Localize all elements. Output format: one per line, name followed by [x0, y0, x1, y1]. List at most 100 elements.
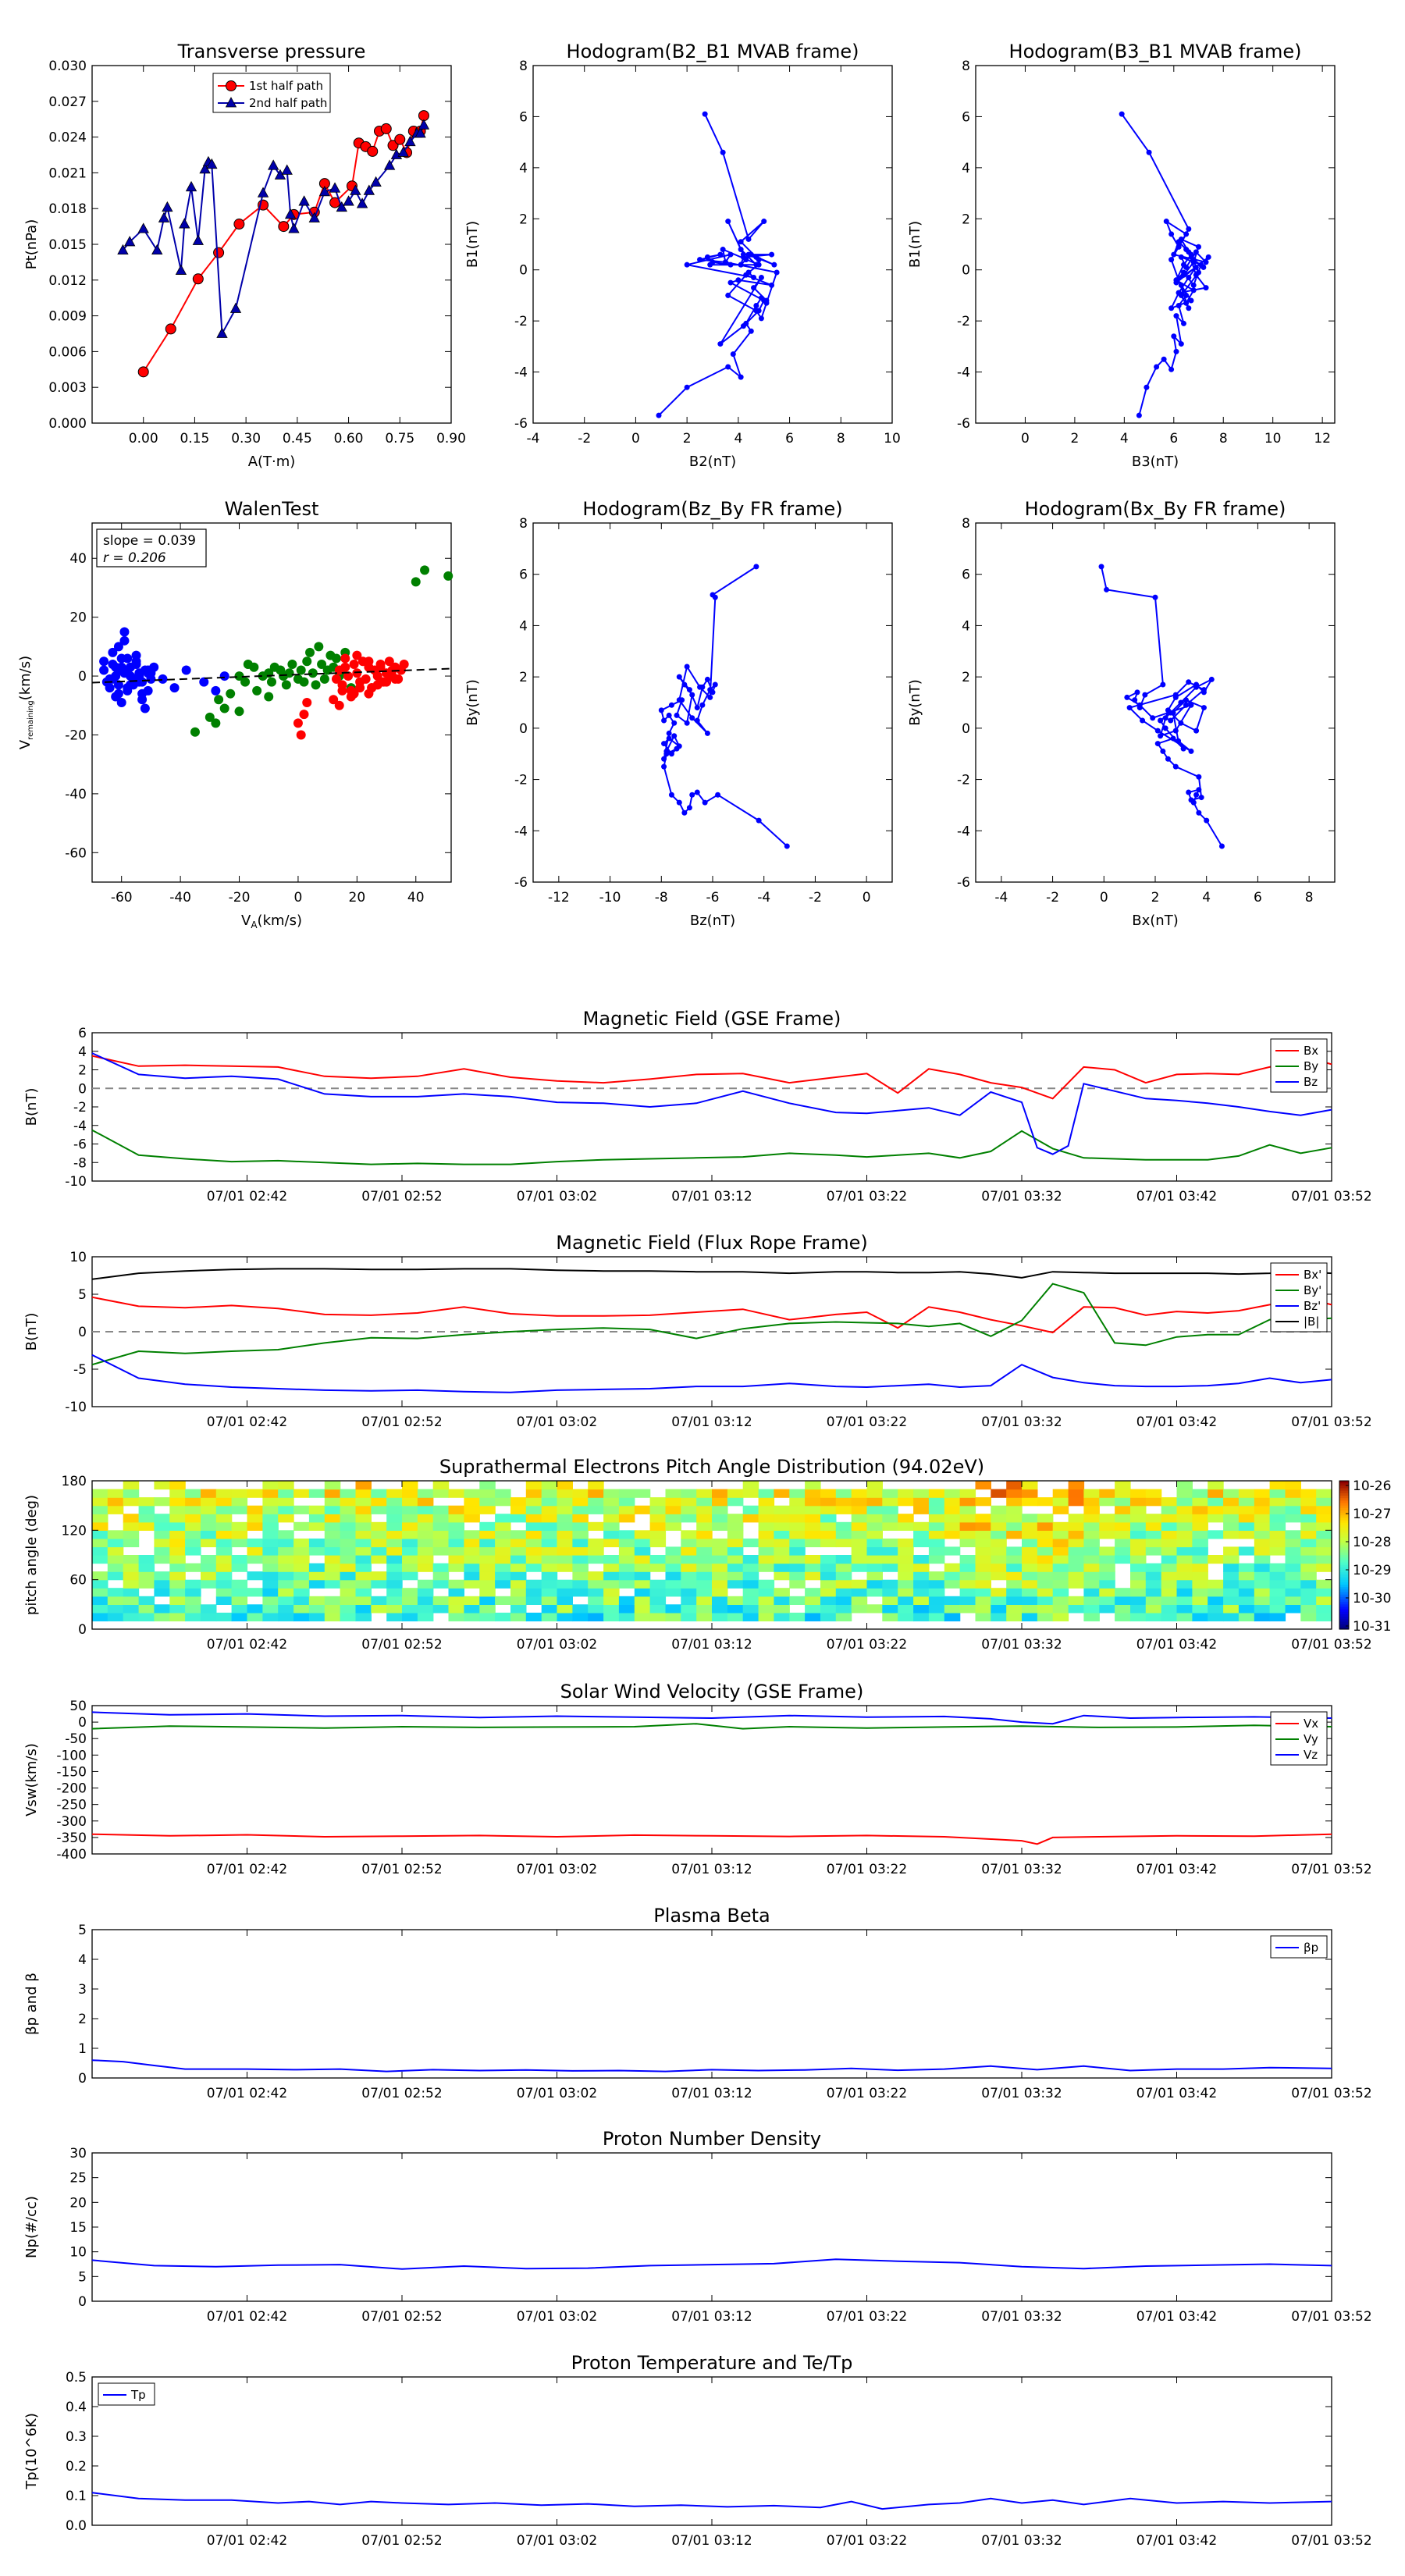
pt-series-line	[142, 115, 425, 372]
pad-heatmap-cell	[262, 1579, 279, 1589]
pad-heatmap-cell	[1192, 1588, 1208, 1597]
pad-heatmap-cell	[293, 1604, 310, 1614]
pad-heatmap-cell	[1300, 1497, 1317, 1507]
pad-heatmap-cell	[201, 1497, 217, 1507]
pad-heatmap-cell	[991, 1596, 1007, 1605]
walen-data-point	[240, 677, 251, 687]
pad-heatmap-cell	[479, 1546, 496, 1556]
walen-data-point	[314, 642, 324, 652]
mag_gse-ytick-label: -8	[73, 1155, 87, 1171]
pad-heatmap-cell	[541, 1497, 558, 1507]
pad-heatmap-cell	[1130, 1521, 1147, 1531]
walen-data-point	[219, 703, 229, 713]
pad-heatmap-cell	[308, 1571, 325, 1581]
h3-data-point	[668, 751, 674, 757]
mag_gse-chart: 07/01 02:42 07/01 02:52 07/01 03:02 07/01 0…	[23, 1008, 1372, 1204]
pad-heatmap-cell	[123, 1555, 140, 1564]
pad-heatmap-cell	[1238, 1571, 1255, 1581]
pad-heatmap-cell	[727, 1489, 744, 1498]
h3-xtick-label: -4	[757, 890, 770, 906]
pad-heatmap-cell	[928, 1555, 945, 1564]
np-ytick-label: 15	[69, 2220, 87, 2236]
pt-ytick-label: 0.027	[48, 94, 87, 110]
pad-heatmap-cell	[201, 1612, 217, 1622]
pad-heatmap-cell	[944, 1596, 961, 1605]
pad-heatmap-cell	[913, 1538, 930, 1548]
pad-heatmap-cell	[944, 1563, 961, 1572]
pad-heatmap-cell	[464, 1571, 480, 1581]
pad-heatmap-cell	[247, 1546, 263, 1556]
pad-heatmap-cell	[386, 1546, 403, 1556]
pad-heatmap-cell	[1145, 1497, 1162, 1507]
pad-heatmap-cell	[1238, 1505, 1255, 1514]
pad-heatmap-cell	[402, 1555, 418, 1564]
pad-heatmap-cell	[1037, 1563, 1054, 1572]
tp-xtick-label: 07/01 03:22	[827, 2533, 907, 2549]
pad-heatmap-cell	[510, 1579, 527, 1589]
pad-heatmap-cell	[1208, 1497, 1224, 1507]
h2-ytick-label: 8	[962, 59, 970, 74]
pad-heatmap-cell	[185, 1604, 201, 1614]
h2-data-point	[1136, 412, 1142, 418]
pad-heatmap-cell	[712, 1546, 728, 1556]
pad-colorbar-segment	[1339, 1517, 1349, 1521]
pad-heatmap-cell	[432, 1596, 450, 1605]
h3-data-point	[668, 702, 674, 708]
pad-heatmap-cell	[835, 1571, 852, 1581]
pad-heatmap-cell	[231, 1596, 248, 1605]
pad-heatmap-cell	[355, 1489, 372, 1498]
pad-heatmap-cell	[1115, 1612, 1131, 1622]
pad-heatmap-cell	[169, 1497, 186, 1507]
pad-heatmap-cell	[1145, 1489, 1162, 1498]
pad-heatmap-cell	[1006, 1489, 1023, 1498]
walen-data-point	[287, 659, 297, 669]
pad-heatmap-cell	[479, 1588, 496, 1597]
pad-heatmap-cell	[758, 1489, 775, 1498]
pad-heatmap-cell	[92, 1612, 108, 1622]
mag_fr-legend-label: Bz'	[1304, 1299, 1321, 1313]
pad-heatmap-cell	[851, 1530, 868, 1539]
pad-heatmap-cell	[572, 1588, 589, 1597]
walen-data-point	[205, 712, 215, 722]
pad-heatmap-cell	[712, 1514, 728, 1523]
h2-data-point	[1205, 254, 1211, 260]
pad-heatmap-cell	[1300, 1521, 1317, 1531]
h1-data-point	[684, 262, 690, 268]
pad-heatmap-cell	[432, 1546, 450, 1556]
pad-heatmap-cell	[1223, 1588, 1240, 1597]
pad-heatmap-cell	[866, 1497, 883, 1507]
pad-colorbar-segment	[1339, 1507, 1349, 1511]
pt-ytick-label: 0.000	[48, 416, 87, 432]
pad-heatmap-cell	[355, 1571, 372, 1581]
pad-heatmap-cell	[805, 1612, 821, 1622]
walen-data-point	[123, 685, 133, 696]
pad-heatmap-cell	[154, 1514, 170, 1523]
pad-heatmap-cell	[851, 1588, 868, 1597]
pad-heatmap-cell	[1238, 1604, 1255, 1614]
pad-heatmap-cell	[1022, 1481, 1038, 1490]
pad-heatmap-cell	[1285, 1497, 1301, 1507]
pad-heatmap-cell	[340, 1588, 357, 1597]
h1-data-point	[727, 279, 734, 286]
vsw-series-Vz	[91, 1711, 1332, 1725]
pad-heatmap-cell	[1037, 1596, 1054, 1605]
pad-heatmap-cell	[1316, 1563, 1332, 1572]
pad-heatmap-cell	[820, 1604, 837, 1614]
h2-data-point	[1144, 384, 1150, 390]
pad-heatmap-cell	[866, 1563, 883, 1572]
pad-heatmap-cell	[712, 1505, 728, 1514]
h4-ytick-label: 8	[962, 516, 970, 532]
pad-heatmap-cell	[727, 1596, 744, 1605]
pad-heatmap-cell	[1145, 1563, 1162, 1572]
pad-colorbar-segment	[1339, 1493, 1349, 1496]
pad-heatmap-cell	[913, 1596, 930, 1605]
pad-heatmap-cell	[1161, 1521, 1178, 1531]
mag_fr-xtick-label: 07/01 03:22	[827, 1414, 907, 1430]
pad-heatmap-cell	[262, 1546, 279, 1556]
pad-heatmap-cell	[138, 1571, 155, 1581]
h1-xtick-label: 8	[837, 431, 845, 447]
pad-heatmap-cell	[1316, 1612, 1332, 1622]
pad-heatmap-cell	[541, 1563, 558, 1572]
h4-ytick-label: 2	[962, 670, 970, 685]
